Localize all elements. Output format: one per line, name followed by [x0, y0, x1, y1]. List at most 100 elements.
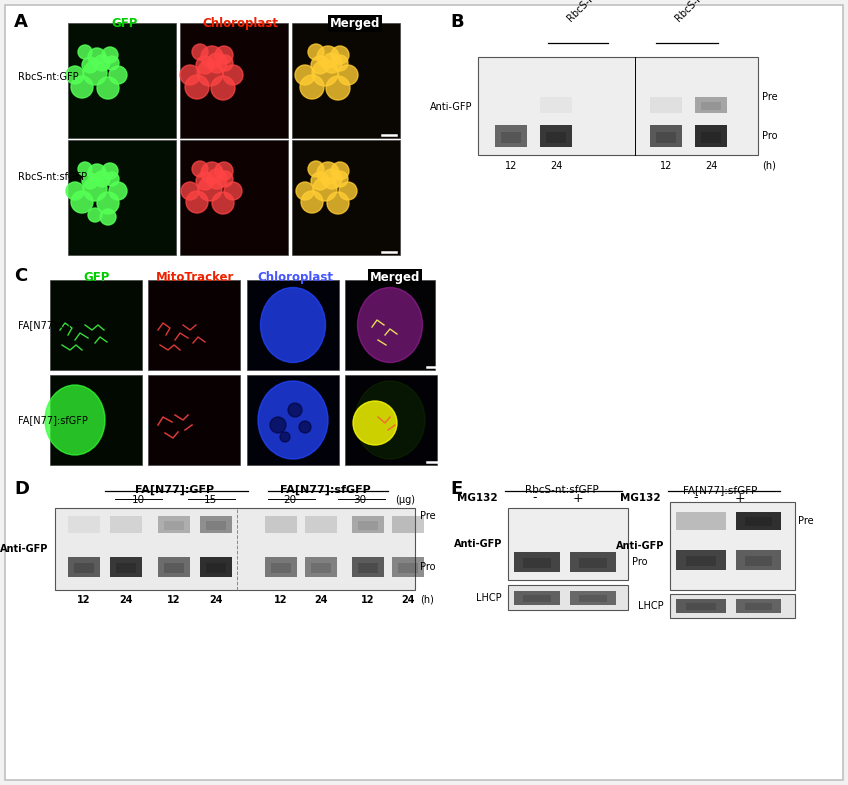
Bar [656, 132, 676, 143]
Circle shape [192, 161, 208, 177]
Text: (h): (h) [762, 161, 776, 171]
Bar [292, 23, 400, 138]
Circle shape [192, 44, 208, 60]
Bar [271, 563, 291, 573]
Bar [75, 563, 93, 573]
Text: 12: 12 [361, 595, 375, 605]
Bar [676, 599, 726, 613]
Text: 30: 30 [354, 495, 366, 505]
Circle shape [353, 401, 397, 445]
Circle shape [82, 57, 98, 73]
Circle shape [217, 55, 233, 71]
Text: 24: 24 [120, 595, 133, 605]
Text: FA[N77]:GFP: FA[N77]:GFP [18, 320, 80, 330]
Bar [508, 585, 628, 610]
Circle shape [311, 56, 329, 74]
Circle shape [198, 177, 222, 201]
Text: 20: 20 [283, 495, 297, 505]
Bar [68, 140, 176, 255]
Bar [399, 563, 417, 573]
Bar [523, 558, 551, 568]
Circle shape [94, 171, 110, 187]
Bar [247, 280, 339, 370]
Text: E: E [450, 480, 462, 498]
Circle shape [66, 182, 84, 200]
Circle shape [100, 209, 116, 225]
Bar [180, 23, 288, 138]
Bar [305, 557, 337, 577]
Bar [508, 508, 628, 580]
Text: 24: 24 [209, 595, 223, 605]
Circle shape [312, 60, 338, 86]
Bar [158, 516, 190, 533]
Text: FA[N77]:GFP: FA[N77]:GFP [136, 485, 215, 495]
Bar [292, 140, 400, 255]
Circle shape [326, 76, 350, 100]
Circle shape [94, 55, 110, 71]
Circle shape [317, 162, 339, 184]
Text: 24: 24 [550, 161, 562, 171]
Circle shape [212, 192, 234, 214]
Bar [686, 556, 716, 566]
Bar [68, 516, 100, 533]
Bar [546, 132, 566, 143]
Text: MG132: MG132 [621, 493, 661, 503]
Ellipse shape [260, 287, 326, 363]
Circle shape [105, 172, 119, 186]
Bar [158, 557, 190, 577]
Circle shape [83, 177, 107, 201]
Bar [359, 563, 377, 573]
Circle shape [322, 169, 342, 189]
Circle shape [215, 46, 233, 64]
Bar [670, 594, 795, 618]
Bar [55, 508, 415, 590]
Bar [514, 591, 560, 605]
Text: FA[N77]:sfGFP: FA[N77]:sfGFP [280, 485, 371, 495]
Circle shape [308, 44, 324, 60]
Bar [50, 280, 142, 370]
Bar [305, 516, 337, 533]
Circle shape [201, 162, 223, 184]
Circle shape [280, 432, 290, 442]
Bar [579, 558, 607, 568]
Text: (μg): (μg) [395, 495, 415, 505]
Circle shape [83, 61, 107, 85]
Text: LHCP: LHCP [639, 601, 664, 611]
Bar [148, 375, 240, 465]
Bar [514, 552, 560, 572]
Circle shape [181, 182, 199, 200]
Text: 12: 12 [167, 595, 181, 605]
Circle shape [223, 65, 243, 85]
Text: 15: 15 [204, 495, 216, 505]
Circle shape [339, 182, 357, 200]
Text: MitoTracker: MitoTracker [156, 271, 234, 284]
Circle shape [215, 162, 233, 180]
Circle shape [332, 171, 348, 187]
Circle shape [105, 56, 119, 70]
Text: B: B [450, 13, 464, 31]
Circle shape [71, 76, 93, 98]
Circle shape [102, 47, 118, 63]
Circle shape [66, 66, 84, 84]
Bar [695, 97, 727, 113]
Circle shape [207, 169, 227, 189]
Text: Merged: Merged [330, 17, 380, 30]
Bar [68, 557, 100, 577]
Text: Pro: Pro [420, 562, 436, 572]
Circle shape [78, 162, 92, 176]
Circle shape [78, 45, 92, 59]
Bar [670, 502, 795, 590]
Bar [352, 516, 384, 533]
Text: 10: 10 [131, 495, 144, 505]
Bar [110, 516, 142, 533]
Bar [206, 521, 226, 530]
Bar [359, 521, 377, 530]
Text: 24: 24 [705, 161, 717, 171]
Ellipse shape [45, 385, 105, 455]
Text: Merged: Merged [370, 271, 421, 284]
Text: RbcS-nt:GFP: RbcS-nt:GFP [18, 72, 79, 82]
Circle shape [88, 48, 106, 66]
Bar [345, 280, 435, 370]
Text: +: + [734, 491, 745, 505]
Circle shape [311, 172, 329, 190]
